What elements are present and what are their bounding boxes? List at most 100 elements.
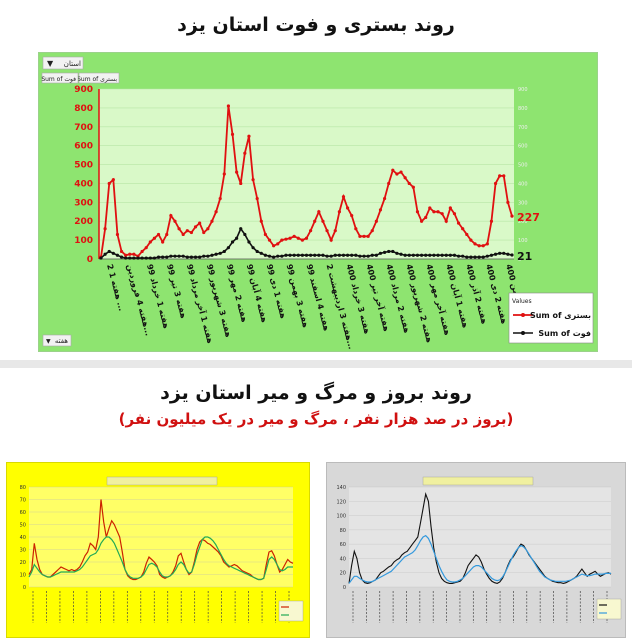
- x-tick-label: هفته 1 دی 99: [265, 263, 288, 320]
- death-point: [387, 249, 391, 254]
- y-tick-label-right: 200: [518, 219, 528, 225]
- hospitalization-point: [214, 210, 218, 214]
- hospitalization-point: [292, 234, 296, 238]
- incidence-red-line: [28, 499, 294, 581]
- hospitalization-point: [428, 206, 432, 210]
- hospitalization-point: [317, 210, 321, 214]
- hospitalization-point: [341, 195, 346, 199]
- hospitalization-point: [210, 219, 214, 223]
- death-point: [206, 254, 210, 258]
- death-point: [370, 253, 374, 257]
- death-point: [107, 249, 111, 254]
- hospitalization-point: [193, 225, 198, 229]
- hospitalization-point: [350, 213, 354, 218]
- mortality-chart-title-box: [422, 476, 534, 486]
- y-tick-label: 10: [20, 573, 26, 579]
- hospitalization-point: [382, 196, 387, 201]
- death-point: [358, 254, 362, 258]
- y-tick-label: 60: [20, 510, 26, 516]
- filter-button[interactable]: استان ▼: [42, 56, 84, 70]
- death-point: [284, 253, 288, 257]
- hospitalization-point: [107, 181, 111, 186]
- death-point: [255, 249, 259, 254]
- death-point: [165, 255, 169, 259]
- hospitalization-point: [407, 181, 411, 186]
- y-tick-label: 60: [340, 542, 346, 548]
- hospitalization-point: [173, 219, 177, 223]
- hospitalization-point: [284, 237, 288, 241]
- filter-label: استان: [64, 60, 81, 68]
- death-point: [185, 255, 189, 259]
- death-point: [193, 255, 198, 259]
- death-point: [152, 256, 157, 260]
- field-button-death[interactable]: Sum of فوت: [41, 72, 79, 84]
- mortality-black-line: [348, 492, 612, 584]
- death-point: [144, 256, 148, 260]
- y-tick-label-right: 100: [518, 238, 528, 244]
- death-point: [448, 253, 452, 257]
- y-tick-label: 0: [343, 585, 346, 591]
- hospitalization-point: [481, 244, 485, 248]
- mortality-blue-line: [348, 534, 611, 584]
- death-point: [210, 253, 214, 257]
- field-button-death-label: Sum of فوت: [41, 76, 76, 83]
- hospitalization-point: [230, 132, 235, 136]
- hospitalization-point: [461, 227, 465, 231]
- death-point: [399, 252, 403, 256]
- hospitalization-point: [272, 244, 276, 248]
- incidence-chart: 0 10 20 30 40 50 60 70 80: [20, 476, 304, 623]
- death-point: [317, 253, 321, 257]
- y-tick-label: 70: [20, 498, 26, 504]
- hospitalization-point: [309, 229, 313, 233]
- hospitalization-point: [415, 210, 420, 214]
- dropdown-arrow-icon: ▼: [46, 338, 51, 345]
- death-point: [103, 252, 107, 256]
- hospitalization-point: [140, 249, 144, 254]
- death-point: [456, 254, 461, 258]
- hospitalization-point: [304, 236, 309, 240]
- y-tick-label-left: 800: [74, 104, 93, 114]
- hospitalization-point: [132, 252, 136, 256]
- death-point: [222, 249, 226, 254]
- death-point: [465, 255, 469, 259]
- field-button-hosp-label: Sum of بستری: [77, 76, 117, 83]
- hospitalization-point: [399, 170, 403, 174]
- chart1-title: روند بستری و فوت استان یزد: [177, 14, 455, 36]
- y-tick-label: 20: [20, 560, 26, 566]
- death-point: [243, 232, 247, 237]
- death-point: [239, 227, 243, 231]
- death-point: [354, 253, 358, 257]
- axis-field-label: هفته: [55, 337, 68, 345]
- hospitalization-point: [366, 234, 370, 238]
- section-separator: [0, 360, 632, 368]
- incidence-green-line: [28, 536, 293, 581]
- hospitalization-point: [169, 213, 173, 218]
- axis-field-button[interactable]: هفته ▼: [42, 334, 72, 347]
- field-button-hosp[interactable]: Sum of بستری: [77, 72, 120, 84]
- hospitalization-point: [436, 210, 440, 214]
- hospitalization-point: [243, 151, 247, 155]
- hospitalization-point: [473, 242, 477, 246]
- death-point: [510, 253, 514, 257]
- mortality-legend: [596, 598, 622, 620]
- x-tick-label: هفته 1 2 ...: [105, 263, 126, 312]
- y-tick-label: 40: [20, 535, 26, 541]
- hospitalization-point: [177, 227, 181, 231]
- death-point: [444, 253, 448, 257]
- hospitalization-point: [440, 212, 444, 216]
- hospitalization-point: [218, 196, 222, 201]
- mortality-plot-area: [349, 487, 611, 587]
- hospitalization-point: [222, 172, 226, 176]
- hospitalization-point: [432, 210, 436, 214]
- y-tick-label: 40: [340, 556, 346, 562]
- hospitalization-point: [489, 219, 494, 223]
- death-point: [341, 253, 346, 257]
- hospitalization-point: [354, 227, 358, 231]
- hospitalization-point: [119, 249, 124, 254]
- death-point: [111, 251, 115, 255]
- incidence-chart-title-box: [106, 476, 218, 486]
- death-point: [469, 255, 473, 259]
- hospitalization-point: [448, 206, 452, 210]
- hospitalization-point: [485, 242, 489, 246]
- death-point: [202, 254, 206, 258]
